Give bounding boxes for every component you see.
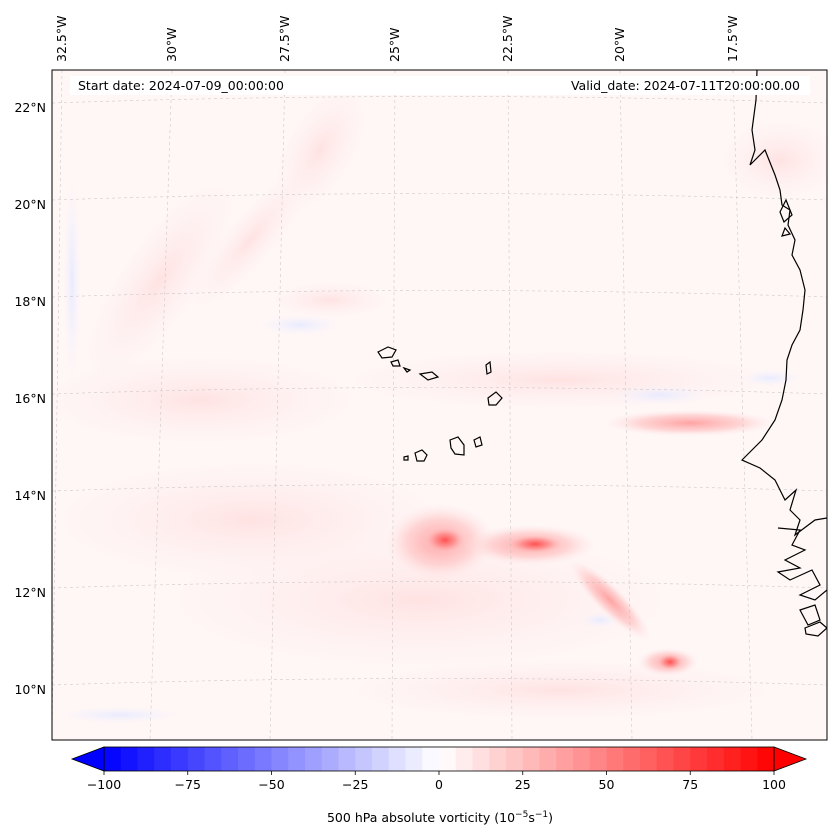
colorbar-segment <box>254 747 272 771</box>
colorbar-segment <box>171 747 189 771</box>
colorbar-segment <box>439 747 457 771</box>
lat-label: 14°N <box>14 488 46 503</box>
colorbar-segment <box>623 747 641 771</box>
lon-label: 30°W <box>164 27 179 62</box>
colorbar-segment <box>556 747 574 771</box>
vorticity-field <box>52 70 827 740</box>
graticule <box>52 70 827 740</box>
colorbar-segment <box>723 747 741 771</box>
colorbar-segment <box>640 747 658 771</box>
lat-label: 10°N <box>14 682 46 697</box>
valid-date-text: Valid_date: 2024-07-11T20:00:00.00 <box>571 78 800 93</box>
colorbar-segment <box>321 747 339 771</box>
colorbar-segment <box>338 747 356 771</box>
colorbar-segment <box>355 747 373 771</box>
lat-label: 12°N <box>14 585 46 600</box>
colorbar-tick-label: −50 <box>258 777 284 792</box>
colorbar-segment <box>120 747 138 771</box>
colorbar-segment <box>690 747 708 771</box>
colorbar-segment <box>221 747 239 771</box>
colorbar-segment <box>573 747 591 771</box>
longitude-labels: 32.5°W 30°W 27.5°W 25°W 22.5°W 20°W 17.5… <box>54 16 740 62</box>
colorbar-segment <box>522 747 540 771</box>
lon-label: 32.5°W <box>54 16 69 62</box>
colorbar-segment <box>455 747 473 771</box>
colorbar-segment <box>372 747 390 771</box>
lat-label: 22°N <box>14 100 46 115</box>
colorbar-tick-label: 75 <box>682 777 698 792</box>
lon-label: 20°W <box>612 27 627 62</box>
lat-label: 20°N <box>14 197 46 212</box>
colorbar-segment <box>489 747 507 771</box>
colorbar-tick-label: 50 <box>599 777 615 792</box>
colorbar-tick-label: −25 <box>342 777 368 792</box>
colorbar-segment <box>422 747 440 771</box>
colorbar-segment <box>388 747 406 771</box>
colorbar-segment <box>238 747 256 771</box>
colorbar-segment <box>154 747 172 771</box>
lat-label: 16°N <box>14 391 46 406</box>
coastline <box>377 70 827 637</box>
vorticity-max-3 <box>656 653 684 671</box>
colorbar-segment <box>589 747 607 771</box>
colorbar-tick-label: 100 <box>762 777 786 792</box>
colorbar-title: 500 hPa absolute vorticity (10−5s−1) <box>327 810 553 825</box>
colorbar-segment <box>305 747 323 771</box>
colorbar-tick-label: 0 <box>435 777 443 792</box>
latitude-labels: 22°N 20°N 18°N 16°N 14°N 12°N 10°N <box>14 100 46 697</box>
colorbar-segment <box>757 747 775 771</box>
africa-coast <box>740 70 827 537</box>
colorbar-extend-max <box>773 746 808 772</box>
vorticity-band <box>605 410 775 436</box>
colorbar-tick-label: −75 <box>175 777 201 792</box>
colorbar-tick-label: −100 <box>87 777 121 792</box>
lon-label: 17.5°W <box>725 16 740 62</box>
colorbar-segment <box>740 747 758 771</box>
lon-label: 22.5°W <box>500 16 515 62</box>
colorbar-segment <box>472 747 490 771</box>
colorbar-segments <box>104 747 775 771</box>
colorbar: −100 −75 −50 −25 0 25 50 75 100 500 hPa absolute… <box>70 746 808 825</box>
colorbar-segment <box>187 747 205 771</box>
colorbar-ticks: −100 −75 −50 −25 0 25 50 75 100 <box>87 771 786 792</box>
cape-verde-islands <box>377 346 397 359</box>
colorbar-segment <box>506 747 524 771</box>
colorbar-segment <box>707 747 725 771</box>
colorbar-segment <box>271 747 289 771</box>
colorbar-tick-label: 25 <box>515 777 531 792</box>
info-banner <box>70 76 810 95</box>
colorbar-segment <box>104 747 122 771</box>
colorbar-segment <box>137 747 155 771</box>
colorbar-segment <box>288 747 306 771</box>
start-date-text: Start date: 2024-07-09_00:00:00 <box>78 78 284 93</box>
colorbar-segment <box>606 747 624 771</box>
colorbar-extend-min <box>70 746 105 772</box>
vorticity-max-2 <box>505 534 565 554</box>
colorbar-segment <box>656 747 674 771</box>
colorbar-segment <box>539 747 557 771</box>
lon-label: 25°W <box>387 27 402 62</box>
plot-frame <box>51 69 828 741</box>
colorbar-segment <box>405 747 423 771</box>
lon-label: 27.5°W <box>277 16 292 62</box>
colorbar-segment <box>204 747 222 771</box>
colorbar-segment <box>673 747 691 771</box>
lat-label: 18°N <box>14 294 46 309</box>
